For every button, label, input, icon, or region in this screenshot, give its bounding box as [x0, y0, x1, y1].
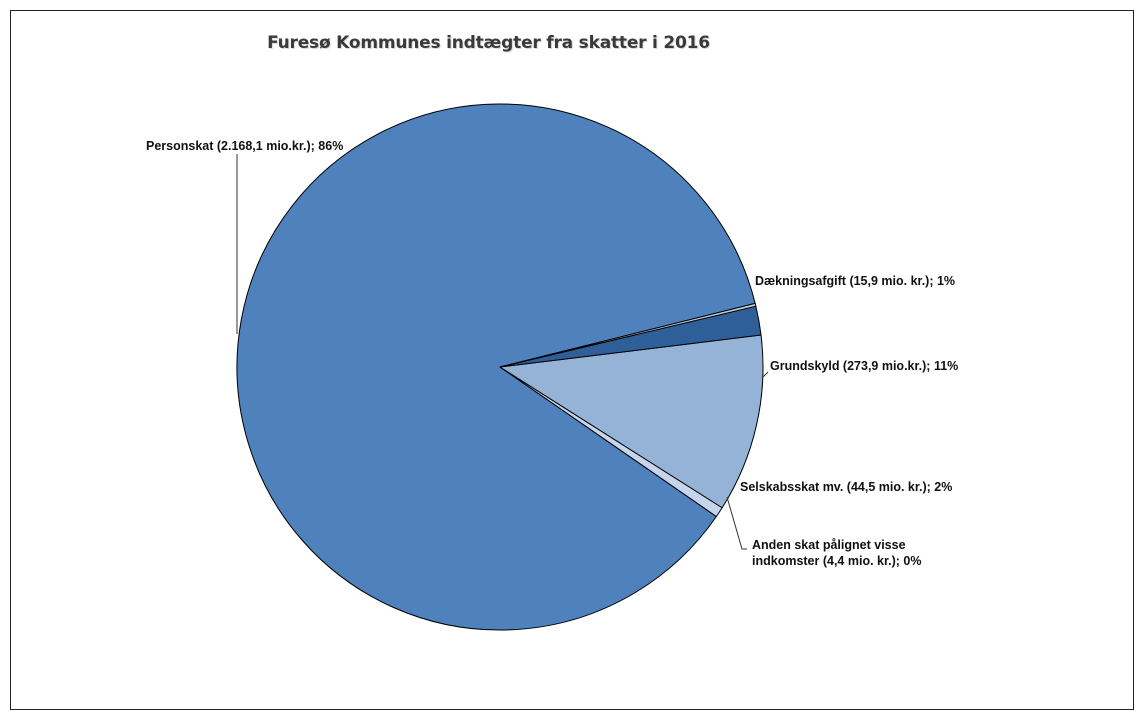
slice-label-1: Dækningsafgift (15,9 mio. kr.); 1% [755, 274, 955, 288]
slice-label-3: Selskabsskat mv. (44,5 mio. kr.); 2% [740, 480, 952, 494]
leader-line-2 [761, 371, 769, 379]
chart-title: Furesø Kommunes indtægter fra skatter i … [267, 33, 710, 53]
slice-label-2: Grundskyld (273,9 mio.kr.); 11% [770, 359, 958, 373]
pie-slice-2 [499, 334, 764, 509]
pie-slice-0 [236, 103, 756, 631]
slice-label-0: Personskat (2.168,1 mio.kr.); 86% [146, 139, 343, 153]
leader-line-4 [726, 496, 747, 550]
pie-slice-4 [499, 302, 757, 368]
slice-label-4: Anden skat pålignet visse indkomster (4,4… [752, 538, 922, 568]
